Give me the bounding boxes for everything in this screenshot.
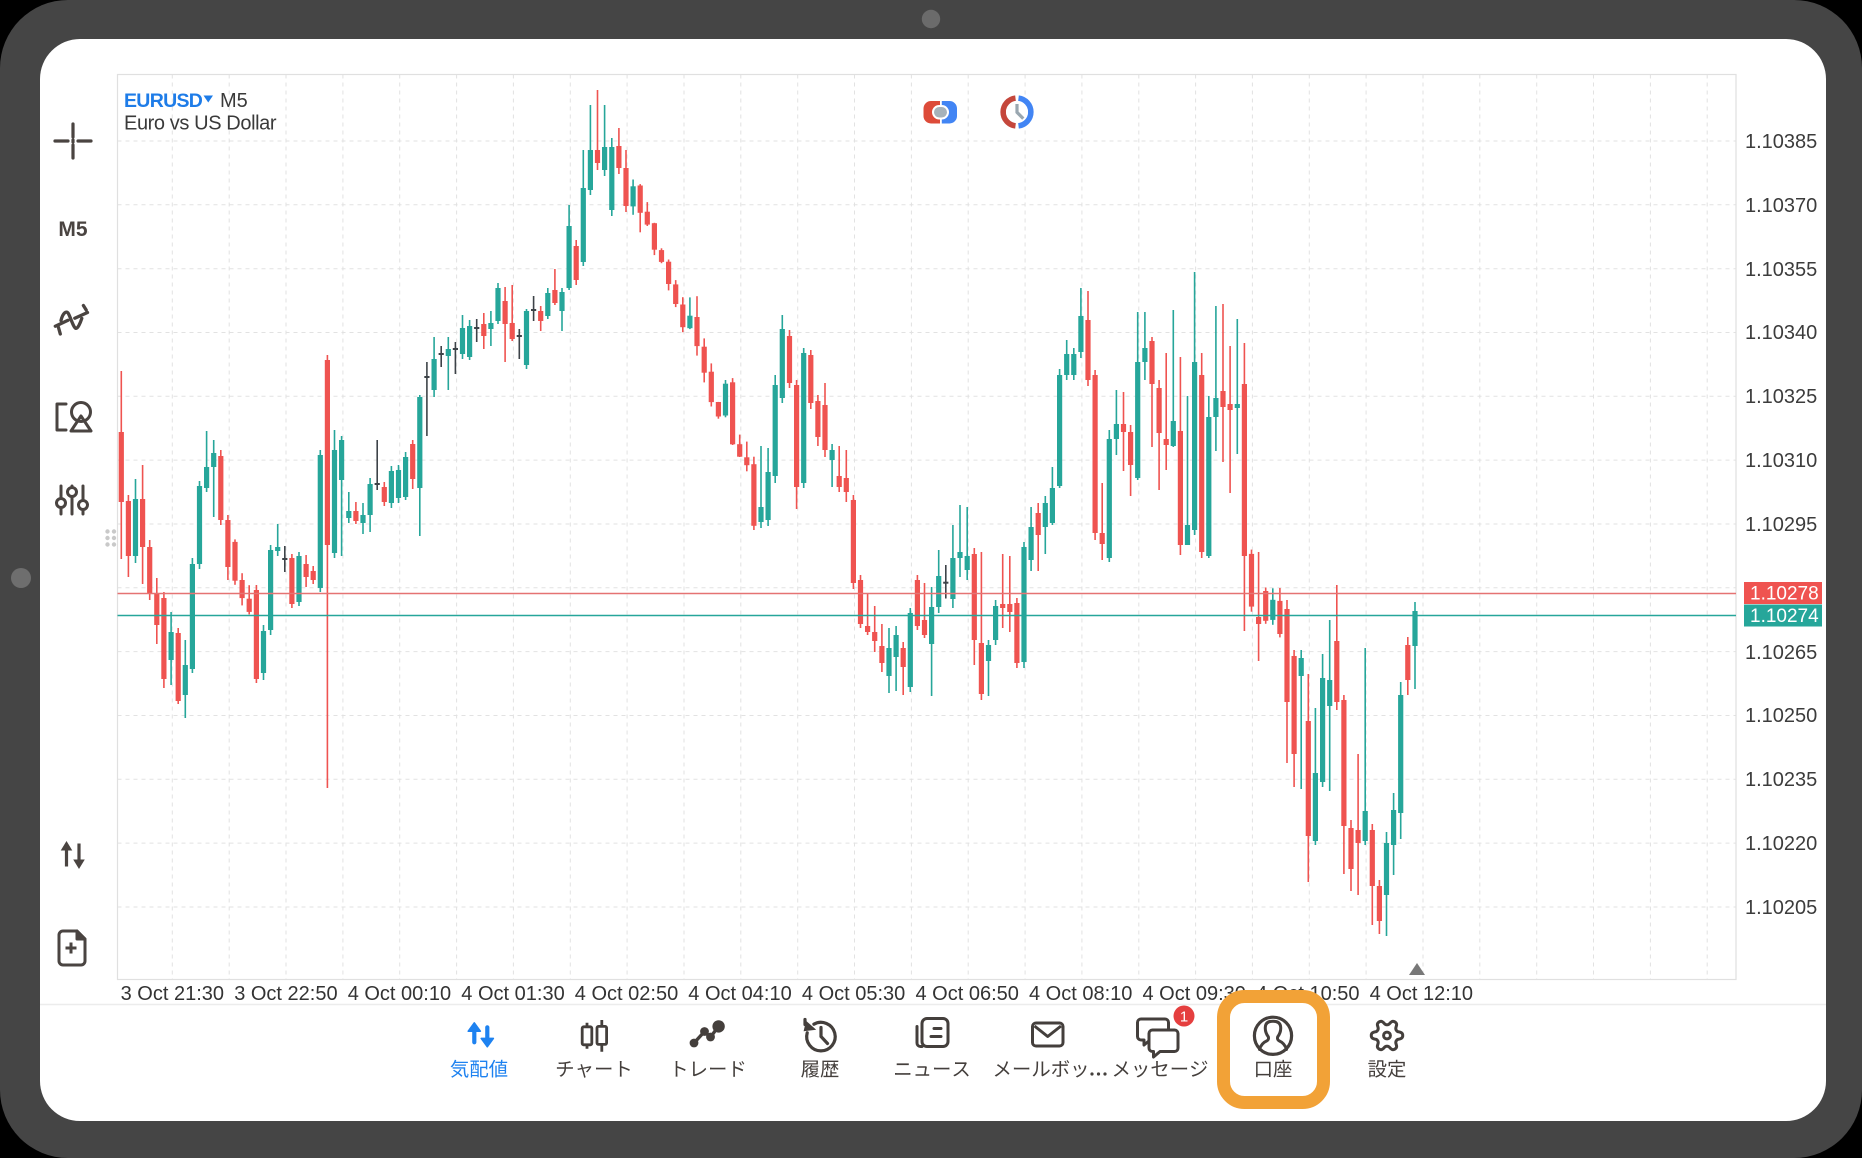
svg-text:1.10355: 1.10355 [1745,259,1817,281]
svg-text:4 Oct 09:30: 4 Oct 09:30 [1142,983,1245,1005]
svg-text:4 Oct 02:50: 4 Oct 02:50 [575,983,678,1005]
svg-text:M5: M5 [220,90,248,112]
svg-text:1.10325: 1.10325 [1745,386,1817,408]
svg-text:Euro vs US Dollar: Euro vs US Dollar [124,113,277,135]
svg-text:M5: M5 [58,218,87,241]
svg-text:4 Oct 08:10: 4 Oct 08:10 [1029,983,1132,1005]
svg-text:1.10340: 1.10340 [1745,322,1817,344]
svg-text:1.10278: 1.10278 [1750,584,1819,605]
svg-text:4 Oct 01:30: 4 Oct 01:30 [461,983,564,1005]
svg-text:3 Oct 22:50: 3 Oct 22:50 [234,983,337,1005]
svg-text:1.10385: 1.10385 [1745,131,1817,153]
svg-text:4 Oct 06:50: 4 Oct 06:50 [915,983,1018,1005]
svg-text:4 Oct 00:10: 4 Oct 00:10 [348,983,451,1005]
svg-text:4 Oct 12:10: 4 Oct 12:10 [1370,983,1473,1005]
svg-text:4 Oct 04:10: 4 Oct 04:10 [688,983,791,1005]
svg-text:1.10250: 1.10250 [1745,705,1817,727]
svg-text:3 Oct 21:30: 3 Oct 21:30 [121,983,224,1005]
svg-text:1.10265: 1.10265 [1745,642,1817,664]
svg-text:1: 1 [1180,1009,1188,1026]
svg-text:EURUSD: EURUSD [124,90,203,112]
svg-text:1.10220: 1.10220 [1745,833,1817,855]
svg-text:1.10295: 1.10295 [1745,514,1817,536]
svg-text:1.10310: 1.10310 [1745,450,1817,472]
svg-text:1.10235: 1.10235 [1745,769,1817,791]
svg-text:1.10274: 1.10274 [1750,606,1819,627]
svg-text:1.10205: 1.10205 [1745,897,1817,919]
svg-text:1.10370: 1.10370 [1745,195,1817,217]
svg-text:4 Oct 05:30: 4 Oct 05:30 [802,983,905,1005]
